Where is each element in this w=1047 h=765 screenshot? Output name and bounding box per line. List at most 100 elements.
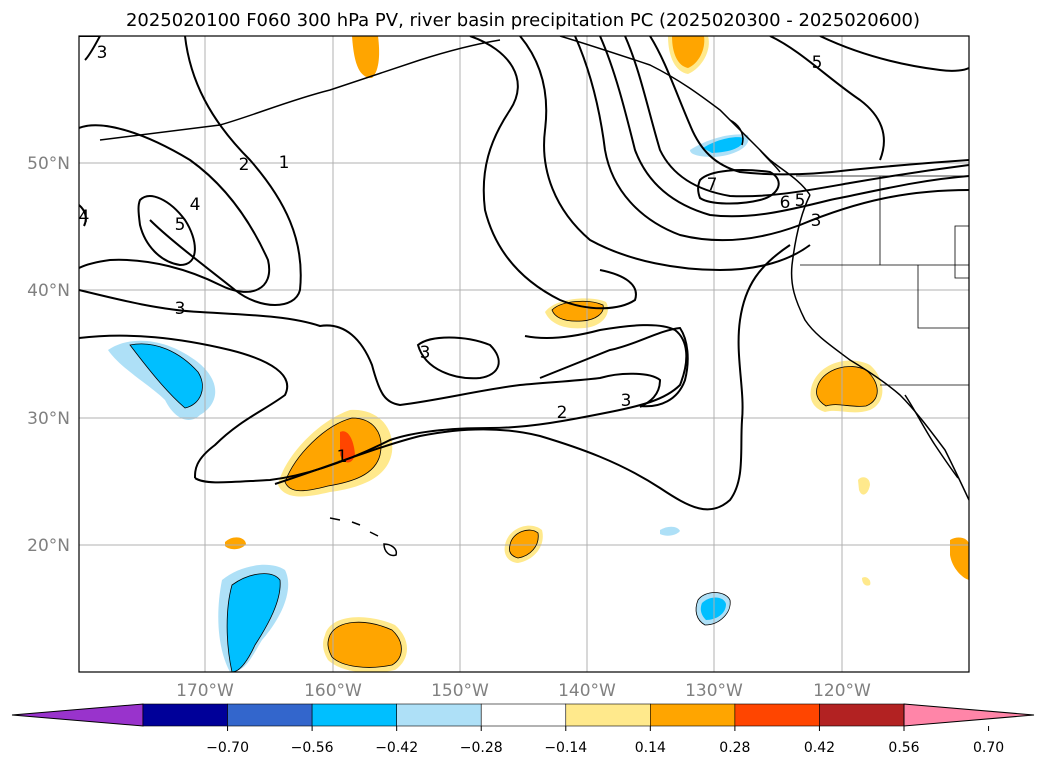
colorbar-extend-high bbox=[903, 703, 1035, 727]
contour-2-north bbox=[519, 36, 811, 272]
contour-label: 5 bbox=[812, 53, 823, 73]
pos-anomaly-small-3 bbox=[950, 537, 969, 580]
contour-label: 5 bbox=[795, 191, 806, 211]
contour-4-westedge bbox=[79, 204, 87, 227]
colorbar-tick-label: 0.70 bbox=[973, 740, 1004, 756]
contour-1-north bbox=[469, 36, 637, 310]
shading-outlines bbox=[129, 300, 878, 672]
coast-alaska-peninsula bbox=[99, 39, 501, 141]
colorbar-segment bbox=[734, 703, 820, 727]
coastlines bbox=[99, 36, 969, 557]
pos-anomaly-145w-core bbox=[509, 530, 539, 558]
pos-anomaly-baja-core bbox=[816, 366, 878, 407]
contour-label: 3 bbox=[621, 391, 632, 411]
lat-label: 20°N bbox=[27, 536, 70, 556]
lon-label: 120°W bbox=[813, 681, 871, 701]
figure-title: 2025020100 F060 300 hPa PV, river basin … bbox=[126, 10, 920, 31]
colorbar-segment bbox=[227, 703, 313, 727]
colorbar-segment bbox=[311, 703, 397, 727]
pos-anomaly-goa-core bbox=[672, 36, 705, 68]
contour-label: 1 bbox=[337, 447, 348, 467]
lat-label: 30°N bbox=[27, 409, 70, 429]
pos-anomaly-140w-core bbox=[552, 301, 604, 322]
colorbar-tick-label: 0.42 bbox=[804, 740, 835, 756]
contour-label: 6 bbox=[780, 193, 791, 213]
coast-pnw bbox=[790, 194, 969, 501]
contour-4-east bbox=[819, 36, 969, 72]
contour-4-north bbox=[599, 36, 969, 218]
contour-3-main bbox=[79, 289, 662, 408]
contour-label: 2 bbox=[557, 403, 568, 423]
contour-5-east bbox=[769, 36, 885, 161]
contour-1-central bbox=[274, 244, 791, 511]
contour-label: 3 bbox=[97, 43, 108, 63]
coast-hawaii bbox=[329, 517, 398, 557]
colorbar-segment bbox=[396, 703, 482, 727]
colorbar-segment bbox=[565, 703, 651, 727]
contour-3-north bbox=[574, 36, 969, 242]
border-states bbox=[800, 176, 969, 329]
contour-label: 7 bbox=[707, 175, 718, 195]
colorbar-tick-label: −0.14 bbox=[544, 740, 587, 756]
political-borders bbox=[796, 175, 969, 386]
map-frame bbox=[78, 35, 970, 673]
pos-anomaly-small-2 bbox=[858, 477, 870, 495]
lon-label: 140°W bbox=[558, 681, 616, 701]
contour-label: 3 bbox=[811, 211, 822, 231]
contour-3-west bbox=[79, 334, 288, 479]
pv-contours bbox=[79, 36, 969, 511]
contour-label: 4 bbox=[79, 207, 90, 227]
map-background bbox=[79, 36, 969, 672]
neg-anomaly-west-core bbox=[130, 343, 203, 408]
contour-label: 2 bbox=[239, 155, 250, 175]
neg-anomaly-east-core bbox=[700, 597, 726, 620]
contour-6-north bbox=[649, 36, 969, 176]
contour-2-west bbox=[79, 124, 271, 293]
colorbar-segment bbox=[480, 703, 567, 727]
pos-anomaly-small-1 bbox=[225, 537, 246, 550]
coast-islands-bc bbox=[729, 119, 781, 173]
colorbar-tick-label: −0.42 bbox=[375, 740, 418, 756]
contour-label: 3 bbox=[420, 343, 431, 363]
contour-label: 3 bbox=[175, 299, 186, 319]
pos-anomaly-central-max bbox=[340, 431, 355, 463]
colorbar-segment bbox=[819, 703, 905, 727]
contour-5-loop bbox=[137, 195, 196, 267]
colorbar: −0.70 −0.56 −0.42 −0.28 −0.14 0.14 0.28 0.42 0.5… bbox=[11, 703, 1035, 756]
neg-anomaly-south-core bbox=[227, 573, 281, 672]
contour-label: 4 bbox=[190, 195, 201, 215]
pos-anomaly-south-core bbox=[327, 622, 402, 668]
contour-3-east bbox=[539, 326, 689, 408]
colorbar-segment bbox=[650, 703, 736, 727]
contour-5-north bbox=[624, 36, 969, 198]
lon-label: 160°W bbox=[304, 681, 362, 701]
colorbar-extend-low bbox=[11, 703, 144, 727]
contour-label: 1 bbox=[279, 153, 290, 173]
lon-label: 130°W bbox=[685, 681, 743, 701]
colorbar-tick-label: −0.70 bbox=[206, 740, 249, 756]
contour-1-west bbox=[149, 36, 302, 306]
neg-anomaly-bc-core bbox=[703, 137, 744, 153]
lon-labels: 170°W 160°W 150°W 140°W 130°W 120°W bbox=[176, 681, 871, 701]
colorbar-tick-labels: −0.70 −0.56 −0.42 −0.28 −0.14 0.14 0.28 0.42 0.5… bbox=[206, 726, 1004, 756]
colorbar-tick-label: 0.28 bbox=[719, 740, 750, 756]
lat-label: 40°N bbox=[27, 281, 70, 301]
colorbar-tick-label: 0.14 bbox=[635, 740, 666, 756]
pos-anomaly-alaska bbox=[352, 36, 380, 78]
contour-3-loop bbox=[416, 336, 500, 380]
colorbar-tick-label: 0.56 bbox=[888, 740, 919, 756]
lat-labels: 50°N 40°N 30°N 20°N bbox=[27, 154, 70, 556]
lat-label: 50°N bbox=[27, 154, 70, 174]
contour-labels: 3 2 1 4 5 4 3 3 2 3 1 5 7 6 5 3 bbox=[79, 43, 823, 467]
graticule bbox=[79, 36, 969, 672]
colorbar-tick-label: −0.28 bbox=[460, 740, 503, 756]
colorbar-segments bbox=[142, 703, 905, 727]
pos-anomaly-small-4 bbox=[862, 577, 871, 586]
coast-baja bbox=[904, 394, 959, 479]
lon-label: 150°W bbox=[431, 681, 489, 701]
neg-anomaly-small bbox=[660, 526, 680, 536]
contour-label: 5 bbox=[175, 215, 186, 235]
map-area: 3 2 1 4 5 4 3 3 2 3 1 5 7 6 5 3 bbox=[79, 36, 969, 672]
contour-7-loop bbox=[697, 169, 780, 205]
